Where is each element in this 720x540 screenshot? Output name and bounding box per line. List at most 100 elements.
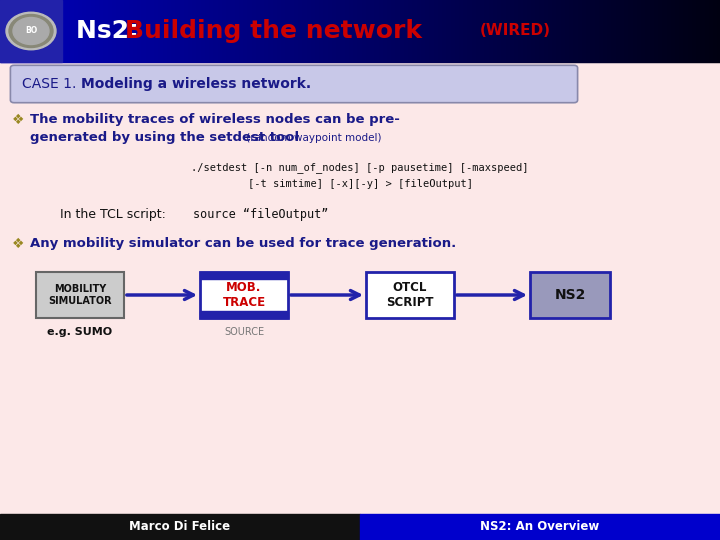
Bar bbox=[301, 0, 302, 62]
Bar bbox=[244, 0, 245, 62]
Bar bbox=[678, 0, 679, 62]
Bar bbox=[718, 0, 719, 62]
Bar bbox=[529, 0, 530, 62]
Bar bbox=[654, 0, 655, 62]
Bar bbox=[595, 0, 596, 62]
Bar bbox=[502, 0, 503, 62]
Bar bbox=[274, 0, 275, 62]
Bar bbox=[267, 0, 268, 62]
Bar bbox=[238, 0, 239, 62]
Bar bbox=[346, 0, 347, 62]
Bar bbox=[226, 0, 227, 62]
Bar bbox=[60, 0, 61, 62]
Bar bbox=[618, 0, 619, 62]
Bar bbox=[86, 0, 87, 62]
Bar bbox=[703, 0, 704, 62]
Bar bbox=[468, 0, 469, 62]
Bar bbox=[437, 0, 438, 62]
Bar bbox=[268, 0, 269, 62]
Bar bbox=[310, 0, 311, 62]
Bar bbox=[416, 0, 417, 62]
Bar bbox=[200, 0, 201, 62]
Bar bbox=[545, 0, 546, 62]
Bar bbox=[475, 0, 476, 62]
Bar bbox=[467, 0, 468, 62]
Bar bbox=[690, 0, 691, 62]
Text: Marco Di Felice: Marco Di Felice bbox=[130, 521, 230, 534]
Bar bbox=[623, 0, 624, 62]
Bar bbox=[522, 0, 523, 62]
Bar bbox=[297, 0, 298, 62]
Bar bbox=[486, 0, 487, 62]
Bar bbox=[395, 0, 396, 62]
Bar bbox=[509, 0, 510, 62]
Bar bbox=[217, 0, 218, 62]
Bar bbox=[74, 0, 75, 62]
Bar bbox=[371, 0, 372, 62]
Bar bbox=[113, 0, 114, 62]
Bar bbox=[698, 0, 699, 62]
Bar bbox=[328, 0, 329, 62]
Bar bbox=[405, 0, 406, 62]
Bar bbox=[256, 0, 257, 62]
Bar bbox=[592, 0, 593, 62]
Bar bbox=[135, 0, 136, 62]
Bar bbox=[366, 272, 454, 318]
Text: MOB.
TRACE: MOB. TRACE bbox=[222, 281, 266, 309]
Bar bbox=[661, 0, 662, 62]
Bar bbox=[591, 0, 592, 62]
Bar bbox=[187, 0, 188, 62]
Bar bbox=[172, 0, 173, 62]
Bar bbox=[433, 0, 434, 62]
Bar bbox=[170, 0, 171, 62]
Bar bbox=[95, 0, 96, 62]
Bar bbox=[115, 0, 116, 62]
Bar bbox=[450, 0, 451, 62]
Bar bbox=[330, 0, 331, 62]
Bar bbox=[99, 0, 100, 62]
Bar bbox=[0, 0, 62, 62]
Bar bbox=[485, 0, 486, 62]
Bar bbox=[658, 0, 659, 62]
Bar bbox=[293, 0, 294, 62]
Bar bbox=[420, 0, 421, 62]
Bar bbox=[177, 0, 178, 62]
Bar bbox=[479, 0, 480, 62]
Bar bbox=[162, 0, 163, 62]
Bar bbox=[607, 0, 608, 62]
Bar bbox=[662, 0, 663, 62]
Bar bbox=[205, 0, 206, 62]
Bar bbox=[356, 0, 357, 62]
Bar bbox=[557, 0, 558, 62]
Bar bbox=[612, 0, 613, 62]
Text: The mobility traces of wireless nodes can be pre-: The mobility traces of wireless nodes ca… bbox=[30, 113, 400, 126]
Bar bbox=[34, 0, 35, 62]
Bar bbox=[367, 0, 368, 62]
Bar bbox=[413, 0, 414, 62]
Bar bbox=[635, 0, 636, 62]
Bar bbox=[334, 0, 335, 62]
Bar bbox=[645, 0, 646, 62]
Bar bbox=[652, 0, 653, 62]
Bar bbox=[292, 0, 293, 62]
Bar bbox=[538, 0, 539, 62]
Bar bbox=[388, 0, 389, 62]
Bar bbox=[429, 0, 430, 62]
Bar bbox=[640, 0, 641, 62]
Bar bbox=[282, 0, 283, 62]
Bar bbox=[241, 0, 242, 62]
Bar bbox=[590, 0, 591, 62]
Bar bbox=[317, 0, 318, 62]
Bar bbox=[77, 0, 78, 62]
Bar bbox=[131, 0, 132, 62]
Bar bbox=[554, 0, 555, 62]
Bar bbox=[596, 0, 597, 62]
Bar bbox=[709, 0, 710, 62]
Bar bbox=[692, 0, 693, 62]
Bar bbox=[78, 0, 79, 62]
Bar bbox=[62, 0, 63, 62]
Bar bbox=[349, 0, 350, 62]
Bar bbox=[263, 0, 264, 62]
Bar bbox=[245, 0, 246, 62]
Bar bbox=[193, 0, 194, 62]
